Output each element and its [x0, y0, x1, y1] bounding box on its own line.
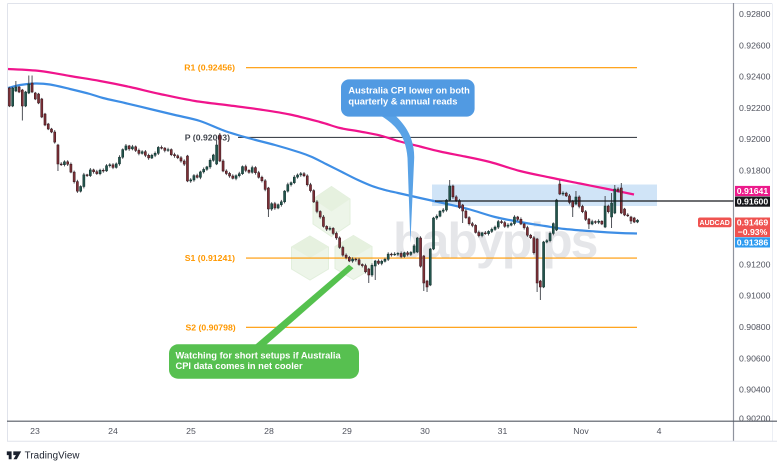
svg-text:0.91600: 0.91600 [737, 197, 769, 207]
svg-text:S1 (0.91241): S1 (0.91241) [185, 253, 235, 263]
svg-text:babypips: babypips [393, 213, 597, 269]
svg-text:0.92600: 0.92600 [739, 40, 771, 50]
svg-text:4: 4 [657, 426, 662, 436]
svg-text:0.91641: 0.91641 [737, 186, 769, 196]
svg-text:Watching for short setups if A: Watching for short setups if Australia [176, 351, 342, 361]
svg-text:0.91386: 0.91386 [737, 237, 769, 247]
svg-text:0.90800: 0.90800 [739, 322, 771, 332]
svg-text:−0.93%: −0.93% [738, 227, 768, 237]
svg-text:29: 29 [342, 426, 352, 436]
svg-text:TradingView: TradingView [25, 450, 81, 461]
svg-text:24: 24 [108, 426, 118, 436]
svg-text:0.92200: 0.92200 [739, 103, 771, 113]
svg-text:31: 31 [498, 426, 508, 436]
svg-text:CPI data comes in net cooler: CPI data comes in net cooler [176, 361, 303, 371]
svg-text:0.91469: 0.91469 [737, 217, 769, 227]
svg-text:0.90600: 0.90600 [739, 353, 771, 363]
svg-text:AUDCAD: AUDCAD [700, 220, 730, 227]
svg-text:30: 30 [420, 426, 430, 436]
svg-text:S2 (0.90798): S2 (0.90798) [185, 322, 235, 332]
svg-text:0.90400: 0.90400 [739, 385, 771, 395]
svg-text:0.92800: 0.92800 [739, 9, 771, 19]
svg-text:Nov: Nov [573, 426, 589, 436]
svg-text:25: 25 [186, 426, 196, 436]
svg-text:28: 28 [264, 426, 274, 436]
svg-text:R1 (0.92456): R1 (0.92456) [184, 63, 235, 73]
svg-text:0.90200: 0.90200 [739, 414, 771, 424]
svg-text:0.91800: 0.91800 [739, 166, 771, 176]
svg-text:0.92000: 0.92000 [739, 134, 771, 144]
svg-text:Australia CPI lower on both: Australia CPI lower on both [348, 86, 470, 96]
svg-text:P (0.92003): P (0.92003) [185, 132, 230, 142]
svg-text:quarterly & annual reads: quarterly & annual reads [348, 97, 457, 107]
svg-text:0.91000: 0.91000 [739, 291, 771, 301]
svg-text:23: 23 [30, 426, 40, 436]
svg-text:0.92400: 0.92400 [739, 72, 771, 82]
svg-text:0.91200: 0.91200 [739, 259, 771, 269]
